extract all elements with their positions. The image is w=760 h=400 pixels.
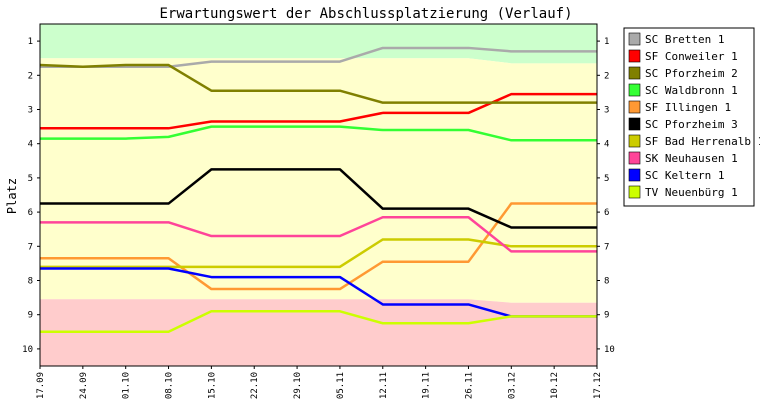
chart-title: Erwartungswert der Abschlussplatzierung …: [159, 6, 572, 22]
legend-swatch: [628, 151, 641, 165]
legend-swatch: [628, 185, 641, 199]
series-line-5: [40, 168, 597, 229]
y-tick-label: 3: [28, 106, 33, 116]
x-tick-label: 22.10: [250, 372, 260, 399]
series-line-9: [40, 310, 597, 334]
series-line-2: [39, 63, 597, 104]
y-tick-label-right: 7: [604, 242, 609, 252]
y-tick-label-right: 6: [604, 208, 609, 218]
series-line-0: [40, 46, 597, 68]
y-tick-label-right: 4: [604, 140, 609, 150]
x-tick-label: 10.12: [550, 372, 560, 399]
axes-layer: 1 1 2 2 3 3 4 4 5 5 6 6 7 7 8 8 9 9 10 10 17.09 24.09 01.10 08.…: [22, 23, 615, 399]
series-line-3: [40, 125, 597, 142]
legend-swatch: [628, 134, 641, 148]
legend-entry: SC Pforzheim 2: [645, 67, 738, 80]
legend-entry: SK Neuhausen 1: [645, 152, 738, 165]
legend-entry: SF Illingen 1: [645, 101, 731, 114]
y-tick-label: 7: [28, 242, 33, 252]
series-layer: [39, 46, 597, 334]
y-tick-label: 6: [28, 208, 33, 218]
y-tick-label-right: 9: [604, 311, 609, 321]
x-tick-label: 08.10: [165, 372, 175, 399]
legend-entry: TV Neuenbürg 1: [645, 186, 738, 199]
legend-entry: SC Pforzheim 3: [645, 118, 738, 131]
y-tick-label-right: 10: [604, 345, 615, 355]
y-tick-label-right: 8: [604, 277, 609, 287]
x-tick-label: 03.12: [507, 372, 517, 399]
band-middle: [40, 58, 597, 303]
y-tick-label: 4: [28, 140, 33, 150]
legend-entry: SF Bad Herrenalb 1: [645, 135, 760, 148]
legend-entry: SC Bretten 1: [645, 33, 724, 46]
legend-swatch: [628, 66, 641, 80]
legend: SC Bretten 1 SF Conweiler 1 SC Pforzheim 2…: [623, 27, 760, 207]
y-tick-label: 5: [28, 174, 33, 184]
x-tick-label: 29.10: [293, 372, 303, 399]
x-tick-label: 17.12: [593, 372, 603, 399]
bands-layer: [40, 24, 597, 366]
legend-swatch: [628, 49, 641, 63]
legend-entry: SF Conweiler 1: [645, 50, 738, 63]
legend-swatch: [628, 32, 641, 46]
legend-entry: SC Keltern 1: [645, 169, 724, 182]
plot-frame: [39, 23, 598, 367]
x-tick-label: 26.11: [464, 372, 474, 399]
y-tick-label: 1: [28, 37, 33, 47]
x-tick-label: 15.10: [207, 372, 217, 399]
y-tick-label-right: 5: [604, 174, 609, 184]
x-tick-label: 12.11: [379, 372, 389, 399]
legend-box: [623, 27, 755, 207]
y-tick-label: 10: [22, 345, 33, 355]
series-line-8: [40, 267, 597, 318]
y-tick-label-right: 3: [604, 106, 609, 116]
x-tick-label: 19.11: [422, 372, 432, 399]
legend-swatch: [628, 100, 641, 114]
y-tick-label-right: 1: [604, 37, 609, 47]
legend-swatch: [628, 168, 641, 182]
x-tick-label: 01.10: [122, 372, 132, 399]
band-relegation: [40, 299, 597, 366]
y-axis-label: Platz: [5, 178, 19, 214]
series-line-7: [40, 215, 597, 253]
y-tick-label: 2: [28, 71, 33, 81]
y-tick-label: 9: [28, 311, 33, 321]
legend-swatch: [628, 83, 641, 97]
x-tick-label: 24.09: [79, 372, 89, 399]
band-promotion: [40, 24, 597, 64]
series-line-1: [40, 92, 597, 130]
x-tick-label: 17.09: [36, 372, 46, 399]
x-tick-label: 05.11: [336, 372, 346, 399]
legend-entry: SC Waldbronn 1: [645, 84, 738, 97]
y-tick-label: 8: [28, 277, 33, 287]
series-line-4: [40, 202, 597, 291]
legend-swatch: [628, 117, 641, 131]
y-tick-label-right: 2: [604, 71, 609, 81]
